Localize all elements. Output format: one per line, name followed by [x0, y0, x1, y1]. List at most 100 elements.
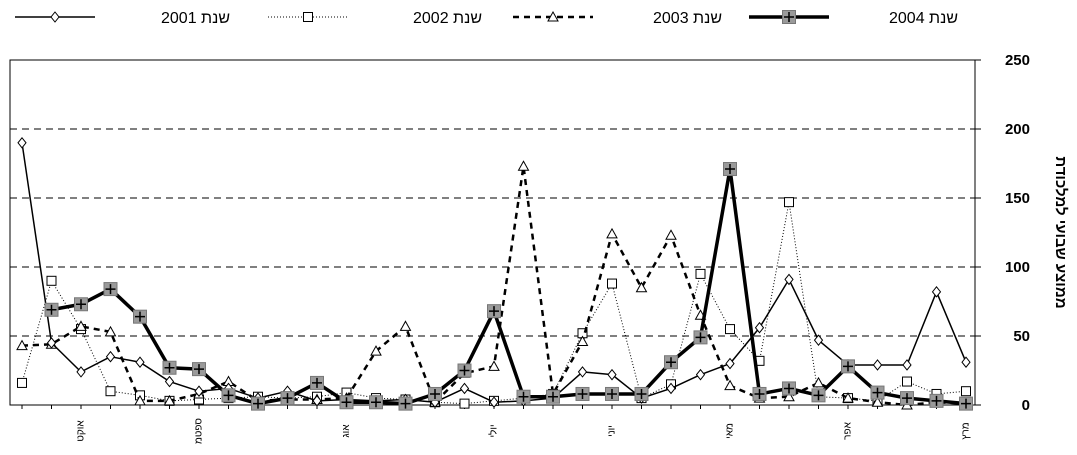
data-point-plus-square: [664, 355, 678, 370]
marker-plus: [636, 388, 647, 399]
data-point-square: [459, 398, 470, 409]
data-point-triangle: [635, 281, 648, 293]
x-tick-label: יוני: [607, 425, 618, 437]
y-axis-title: ממוצע שבועי למלכודת: [1052, 156, 1069, 308]
marker-plus: [548, 391, 558, 402]
marker-plus: [76, 299, 86, 310]
marker-plus: [253, 398, 263, 409]
series-layer: [16, 136, 973, 411]
data-point-diamond: [164, 375, 175, 388]
x-tick-label: ספטמ: [194, 418, 205, 444]
marker-plus: [843, 361, 853, 372]
data-point-plus-square: [133, 309, 147, 324]
data-point-plus-square: [752, 386, 767, 401]
y-tick-label: 50: [1013, 328, 1030, 345]
gridlines: [10, 128, 975, 337]
data-point-diamond: [76, 366, 86, 378]
data-point-triangle: [517, 160, 530, 171]
data-point-plus-square: [280, 391, 295, 406]
data-point-triangle: [665, 229, 677, 240]
data-point-diamond: [50, 11, 60, 23]
data-point-plus-square: [251, 396, 265, 411]
legend-label: שנת 2002: [413, 10, 482, 27]
data-point-triangle: [134, 394, 146, 406]
data-point-diamond: [961, 356, 971, 369]
data-point-diamond: [872, 359, 883, 371]
data-point-plus-square: [369, 395, 383, 410]
data-point-plus-square: [516, 389, 531, 404]
x-tick-label: יולי: [488, 424, 500, 437]
data-point-diamond: [725, 357, 735, 370]
data-point-plus-square: [841, 359, 855, 374]
data-point-plus-square: [546, 389, 560, 404]
data-point-plus-square: [192, 362, 206, 377]
data-point-plus-square: [103, 282, 118, 297]
series: [44, 162, 973, 411]
data-point-plus-square: [487, 304, 501, 319]
marker-plus: [282, 393, 293, 404]
data-point-plus-square: [900, 391, 914, 406]
data-point-square: [105, 386, 116, 397]
marker-plus: [164, 362, 175, 373]
data-point-plus-square: [929, 393, 944, 408]
marker-plus: [371, 397, 381, 408]
data-point-diamond: [105, 350, 116, 363]
y-axis: 0 50 100 150 200 250: [975, 52, 1030, 414]
data-point-square: [303, 12, 313, 22]
data-point-diamond: [695, 368, 706, 381]
data-point-triangle: [488, 360, 500, 371]
data-point-plus-square: [74, 297, 88, 312]
x-tick-label: אוג: [341, 424, 352, 438]
data-point-plus-square: [221, 388, 236, 403]
data-point-square: [961, 386, 971, 397]
marker-plus: [341, 397, 352, 408]
y-tick-label: 200: [1005, 121, 1030, 138]
data-point-triangle: [104, 325, 117, 337]
y-tick-label: 150: [1005, 190, 1030, 207]
data-point-diamond: [813, 334, 824, 346]
data-point-diamond: [607, 368, 617, 381]
marker-plus: [46, 304, 57, 315]
legend-item: שנת 2004: [749, 10, 958, 27]
marker-plus: [607, 388, 617, 399]
data-point-plus-square: [44, 302, 59, 317]
data-point-diamond: [312, 395, 322, 407]
legend-item: שנת 2001: [15, 10, 230, 27]
data-point-plus-square: [634, 386, 649, 401]
x-tick-label: אוקט: [76, 420, 87, 442]
legend-label: שנת 2001: [161, 10, 230, 27]
legend: שנת 2001 שנת 2002 שנת 2003 שנת 2004: [15, 10, 958, 27]
data-point-diamond: [194, 385, 204, 398]
data-point-plus-square: [811, 388, 826, 403]
x-axis: אוקט ספטמ אוג יולי יוני מאי אפר מרץ: [21, 405, 972, 444]
data-point-diamond: [784, 273, 794, 286]
data-point-square: [784, 197, 794, 208]
legend-label: שנת 2004: [889, 10, 958, 27]
data-point-plus-square: [339, 395, 354, 410]
data-point-diamond: [135, 356, 145, 369]
data-point-plus-square: [782, 381, 796, 396]
marker-plus: [105, 284, 116, 295]
data-point-square: [725, 324, 735, 335]
legend-label: שנת 2003: [653, 10, 722, 27]
marker-plus: [577, 388, 588, 399]
data-point-triangle: [576, 335, 589, 347]
data-point-plus-square: [457, 363, 472, 378]
data-point-plus-square: [959, 396, 973, 411]
data-point-square: [607, 278, 617, 289]
marker-plus: [902, 393, 912, 404]
plot-area: [9, 59, 976, 406]
marker-plus: [725, 164, 735, 175]
marker-plus: [784, 12, 794, 22]
data-point-diamond: [17, 136, 27, 149]
legend-item: שנת 2002: [268, 10, 482, 27]
data-point-triangle: [16, 339, 28, 351]
marker-plus: [430, 388, 440, 399]
data-point-diamond: [902, 359, 912, 371]
data-point-plus-square: [693, 330, 708, 345]
x-tick-label: מרץ: [961, 422, 972, 439]
marker-plus: [135, 311, 145, 322]
data-point-triangle: [842, 392, 854, 403]
data-point-plus-square: [428, 386, 442, 401]
